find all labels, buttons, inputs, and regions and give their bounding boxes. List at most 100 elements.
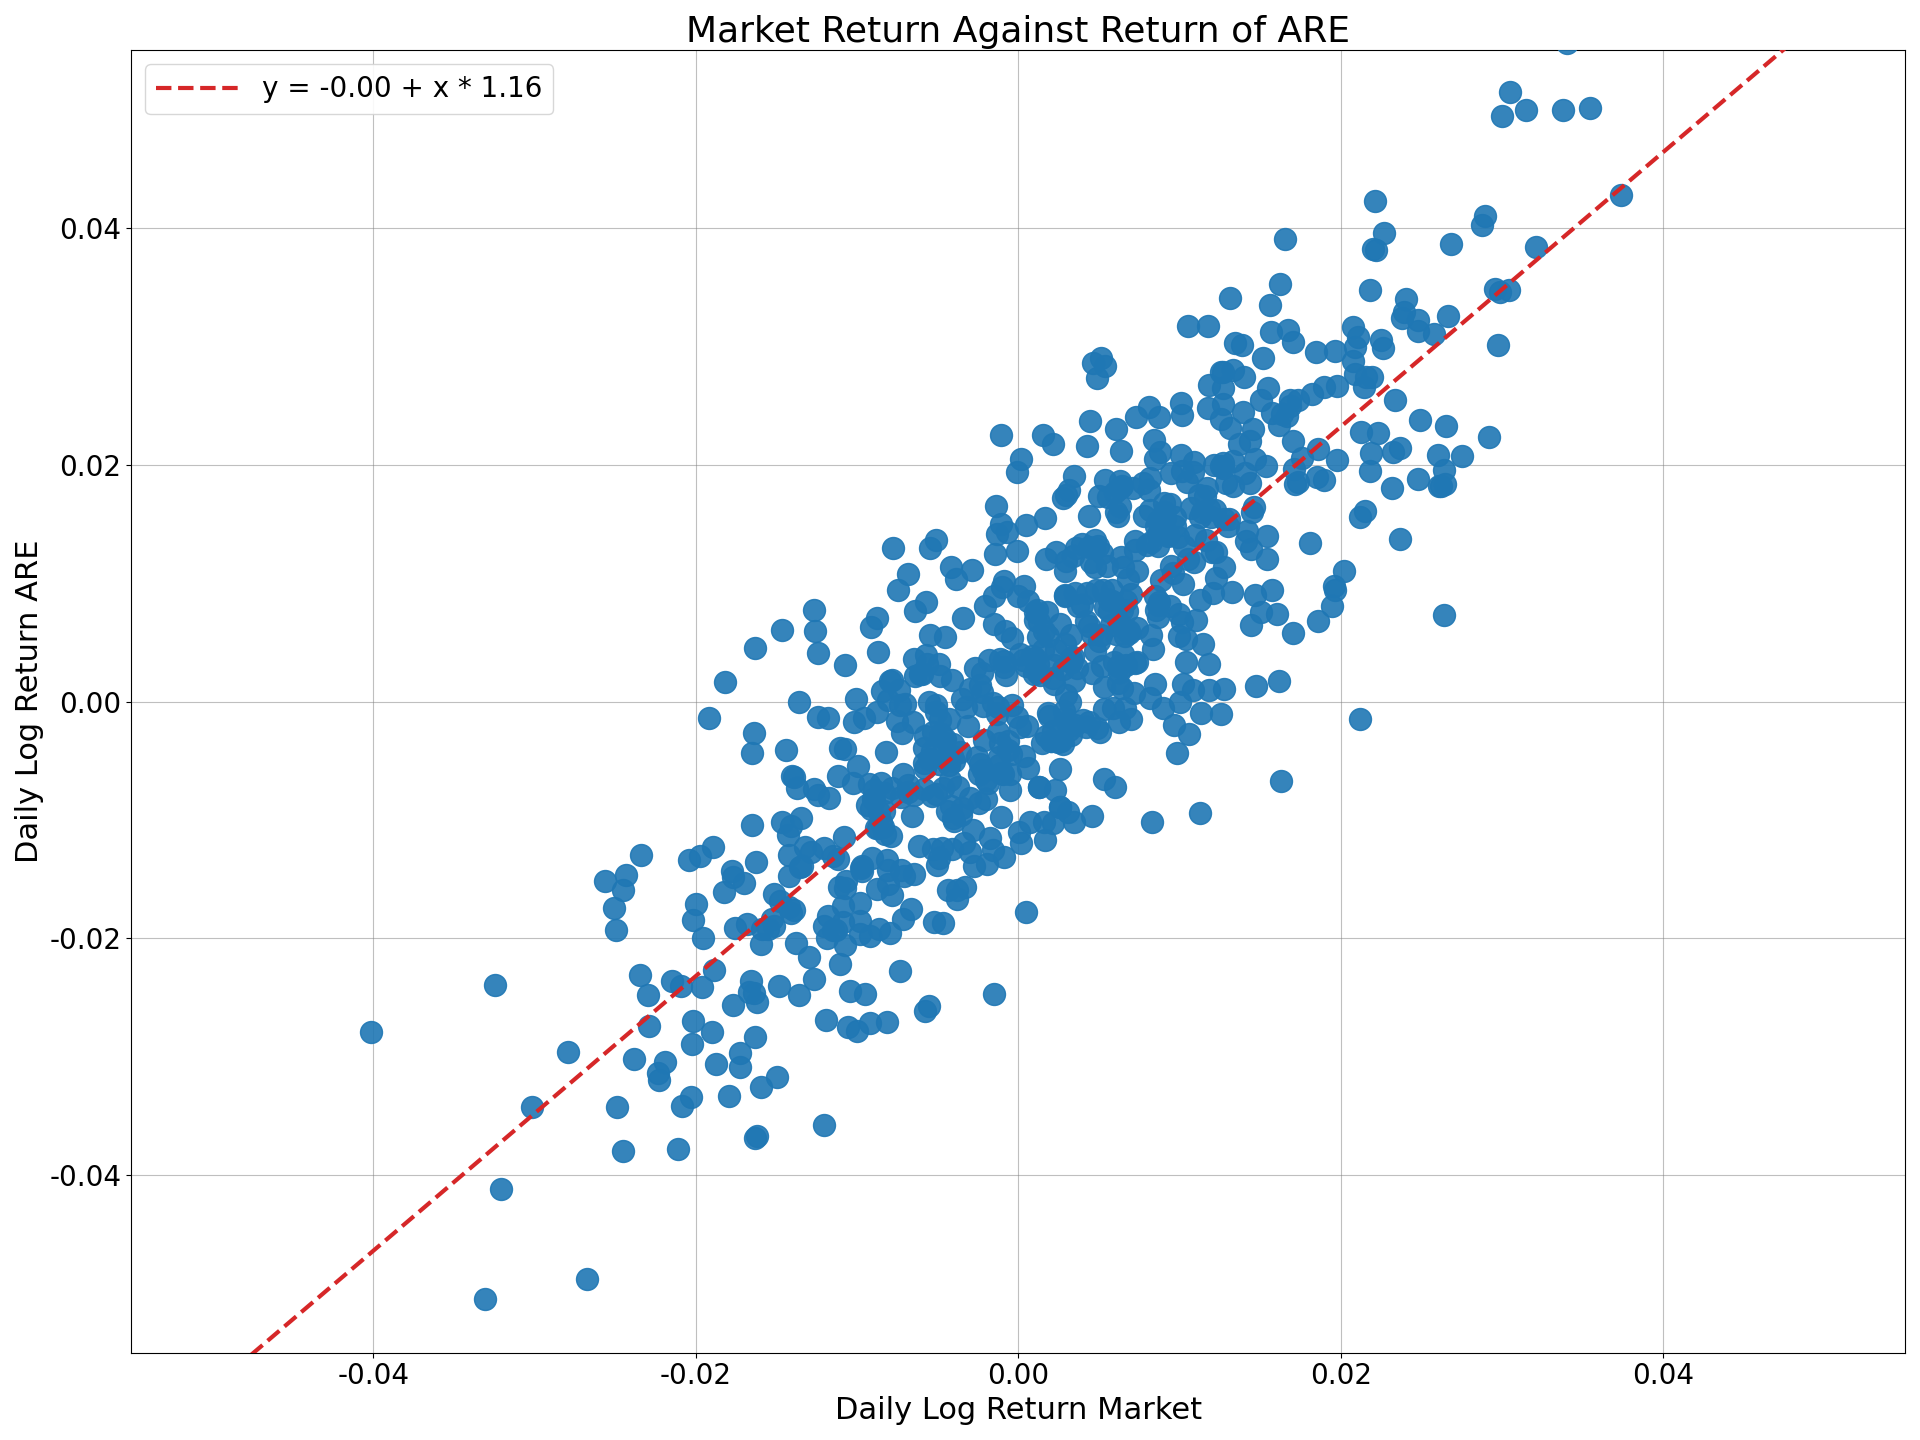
Point [837, 772, 868, 795]
Point [1004, 644, 1035, 667]
Point [870, 822, 900, 845]
Point [1236, 613, 1267, 636]
Point [933, 746, 964, 769]
Point [1135, 467, 1165, 490]
Point [714, 1084, 745, 1107]
Point [1336, 350, 1367, 373]
Point [989, 569, 1020, 592]
Point [1200, 498, 1231, 521]
Point [924, 847, 954, 870]
Point [877, 776, 908, 799]
Point [803, 783, 833, 806]
Point [1110, 697, 1140, 720]
Point [1029, 619, 1060, 642]
Point [1217, 475, 1248, 498]
Point [829, 654, 860, 677]
Point [950, 876, 981, 899]
Point [1252, 547, 1283, 570]
Point [781, 776, 812, 799]
Point [601, 1096, 632, 1119]
Point [910, 724, 941, 747]
Point [1185, 505, 1215, 528]
Point [1367, 337, 1398, 360]
Point [1551, 32, 1582, 55]
Point [889, 864, 920, 887]
Point [1016, 644, 1046, 667]
Point [983, 523, 1014, 546]
Point [933, 878, 964, 901]
Point [893, 773, 924, 796]
Point [1388, 301, 1419, 324]
Point [822, 847, 852, 870]
Point [1179, 678, 1210, 701]
Point [1200, 540, 1231, 563]
Point [1482, 333, 1513, 356]
Point [987, 805, 1018, 828]
Point [860, 816, 891, 840]
Point [970, 788, 1000, 811]
Point [1008, 744, 1039, 768]
Point [972, 852, 1002, 876]
Point [812, 926, 843, 949]
Point [975, 827, 1006, 850]
Point [1037, 667, 1068, 690]
Point [589, 870, 620, 893]
Point [1179, 550, 1210, 573]
Point [968, 759, 998, 782]
Point [1187, 501, 1217, 524]
Point [1112, 589, 1142, 612]
Point [1116, 708, 1146, 732]
Point [1484, 281, 1515, 304]
Point [839, 711, 870, 734]
Point [1046, 717, 1077, 740]
Point [764, 973, 795, 996]
Point [925, 723, 956, 746]
Point [1089, 768, 1119, 791]
Point [991, 664, 1021, 687]
Point [1060, 713, 1091, 736]
Point [1317, 595, 1348, 618]
Point [762, 1066, 793, 1089]
Point [1102, 504, 1133, 527]
Point [1165, 444, 1196, 467]
Point [1108, 642, 1139, 665]
Point [1012, 756, 1043, 779]
Point [854, 615, 885, 638]
Point [1210, 507, 1240, 530]
Point [741, 1125, 772, 1148]
Point [1271, 405, 1302, 428]
Point [1006, 448, 1037, 471]
Point [1020, 662, 1050, 685]
Point [899, 783, 929, 806]
Point [1135, 498, 1165, 521]
Point [862, 606, 893, 629]
Point [1050, 707, 1081, 730]
Point [609, 1140, 639, 1164]
Point [1175, 495, 1206, 518]
Point [662, 1138, 693, 1161]
Point [1419, 323, 1450, 346]
Point [858, 788, 889, 811]
Point [972, 772, 1002, 795]
Point [845, 910, 876, 933]
Point [1296, 383, 1327, 406]
Point [739, 721, 770, 744]
Point [893, 562, 924, 585]
Point [726, 1056, 756, 1079]
Point [1340, 363, 1371, 386]
Point [1110, 618, 1140, 641]
Point [1060, 582, 1091, 605]
Point [985, 760, 1016, 783]
Point [1309, 468, 1340, 491]
Point [829, 737, 860, 760]
Point [1062, 657, 1092, 680]
Point [1129, 471, 1160, 494]
Point [918, 838, 948, 861]
Point [904, 834, 935, 857]
Point [1021, 599, 1052, 622]
Point [947, 796, 977, 819]
Point [1106, 475, 1137, 498]
Point [1077, 624, 1108, 647]
Point [872, 740, 902, 763]
Point [1085, 347, 1116, 370]
